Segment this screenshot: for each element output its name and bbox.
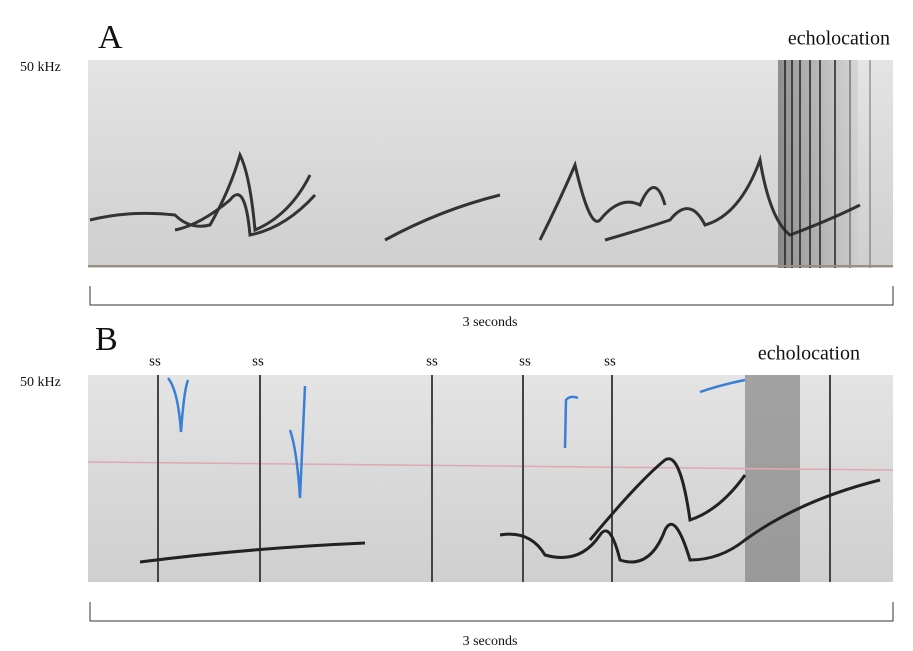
- panel-label: A: [98, 19, 123, 56]
- annotation: ss: [604, 353, 616, 369]
- frequency-label: 50 kHz: [20, 60, 61, 75]
- bracket: [89, 286, 894, 622]
- annotation: ss: [149, 353, 161, 369]
- annotation: ss: [252, 353, 264, 369]
- annotation: ss: [426, 353, 438, 369]
- duration-label: 3 seconds: [463, 315, 518, 330]
- panel-label: B: [95, 321, 118, 358]
- spectrogram-a: [88, 60, 893, 268]
- spectrogram-b: [87, 375, 894, 582]
- frequency-label: 50 kHz: [20, 375, 61, 390]
- annotation: ss: [519, 353, 531, 369]
- annotation: echolocation: [788, 28, 890, 50]
- duration-label: 3 seconds: [463, 634, 518, 649]
- annotation: echolocation: [758, 343, 860, 365]
